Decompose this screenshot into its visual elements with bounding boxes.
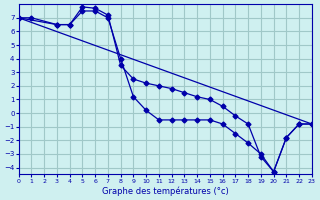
X-axis label: Graphe des températures (°c): Graphe des températures (°c) [102,186,229,196]
